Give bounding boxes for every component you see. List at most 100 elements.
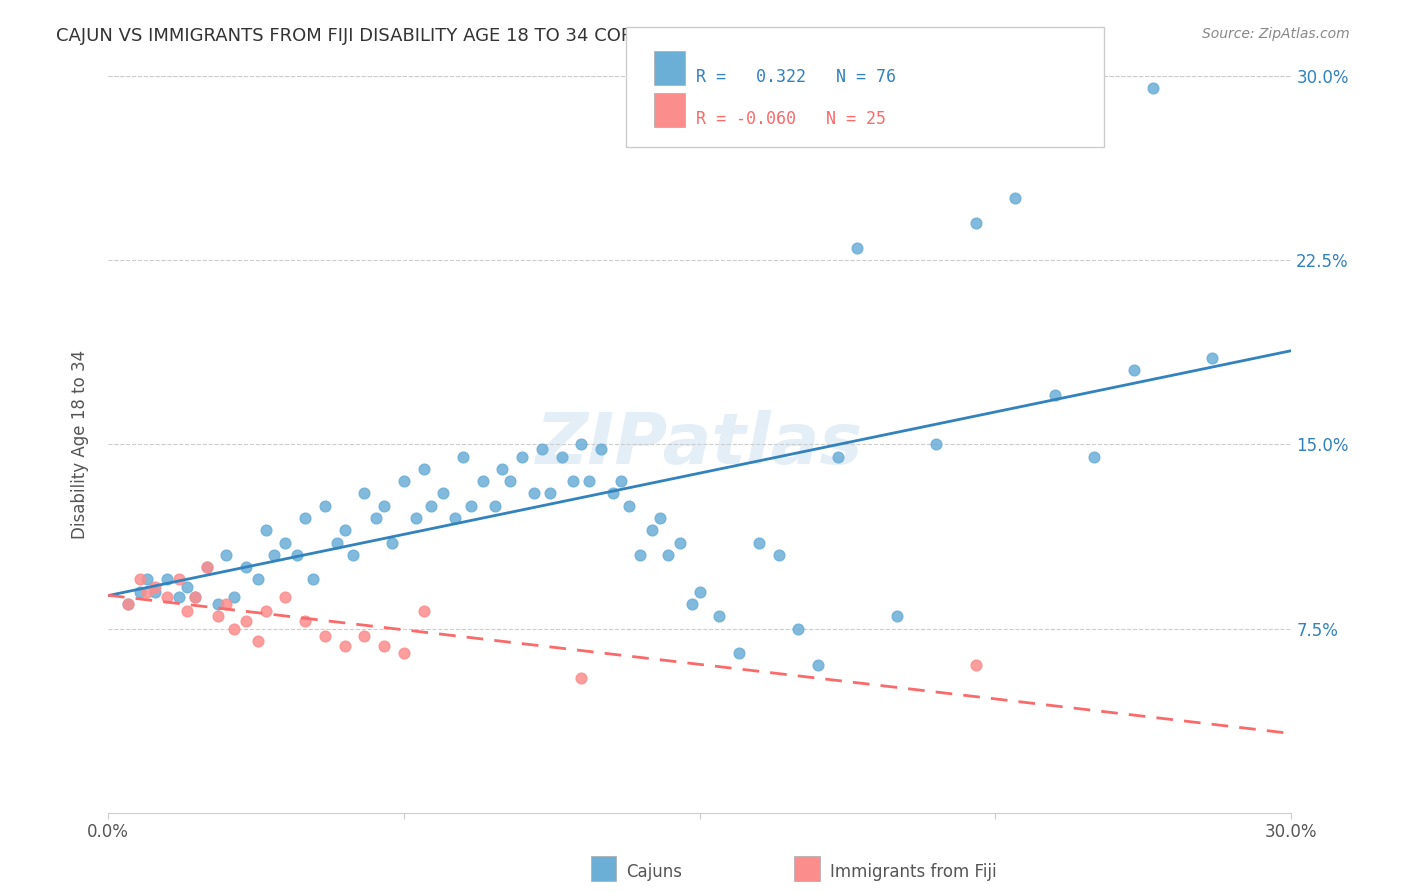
Point (669, 535, 692, 549)
Point (965, 216, 987, 230)
Point (602, 486, 624, 500)
Point (156, 590, 179, 604)
Point (235, 560, 257, 574)
Point (215, 548, 238, 562)
Point (302, 573, 325, 587)
Point (207, 609, 229, 624)
Point (538, 486, 561, 500)
Text: R = -0.060   N = 25: R = -0.060 N = 25 (696, 110, 886, 128)
Point (136, 584, 159, 599)
Point (432, 486, 454, 500)
Point (143, 584, 166, 599)
Point (254, 523, 277, 537)
Point (353, 486, 375, 500)
Point (1122, 363, 1144, 377)
Point (523, 486, 546, 500)
Text: ZIPatlas: ZIPatlas (536, 409, 863, 479)
Point (681, 597, 703, 611)
Point (499, 474, 522, 488)
Point (451, 450, 474, 464)
Point (333, 523, 356, 537)
Point (617, 499, 640, 513)
Point (768, 548, 790, 562)
Point (143, 580, 166, 594)
Point (569, 671, 592, 685)
Point (285, 548, 308, 562)
Point (156, 573, 179, 587)
Point (412, 462, 434, 476)
Point (128, 573, 150, 587)
Point (195, 560, 218, 574)
Point (136, 573, 159, 587)
Point (392, 474, 415, 488)
Point (117, 597, 139, 611)
Point (405, 511, 427, 525)
Point (578, 474, 600, 488)
Point (167, 573, 190, 587)
Point (294, 614, 316, 628)
Point (827, 450, 849, 464)
Point (444, 511, 467, 525)
Point (246, 573, 269, 587)
Point (224, 590, 246, 604)
Point (728, 646, 751, 660)
Point (117, 597, 139, 611)
Point (550, 450, 572, 464)
Text: Cajuns: Cajuns (626, 863, 682, 881)
Point (373, 639, 395, 653)
Point (807, 658, 830, 673)
Point (314, 499, 336, 513)
Point (333, 639, 356, 653)
Point (167, 590, 190, 604)
Point (965, 658, 987, 673)
Text: CAJUN VS IMMIGRANTS FROM FIJI DISABILITY AGE 18 TO 34 CORRELATION CHART: CAJUN VS IMMIGRANTS FROM FIJI DISABILITY… (56, 27, 789, 45)
Point (184, 590, 207, 604)
Point (215, 597, 238, 611)
Point (630, 548, 652, 562)
Point (246, 633, 269, 648)
Point (925, 437, 948, 451)
Point (254, 604, 277, 618)
Point (657, 548, 679, 562)
Point (709, 609, 731, 624)
Point (195, 560, 218, 574)
Point (176, 580, 198, 594)
Point (314, 629, 336, 643)
Point (589, 442, 612, 457)
Point (412, 604, 434, 618)
Point (274, 590, 297, 604)
Point (1201, 351, 1223, 366)
Point (224, 622, 246, 636)
Point (326, 535, 349, 549)
Point (353, 629, 375, 643)
Text: R =   0.322   N = 76: R = 0.322 N = 76 (696, 68, 896, 86)
Point (610, 474, 633, 488)
Point (207, 597, 229, 611)
Point (176, 604, 198, 618)
Point (274, 535, 297, 549)
Point (1142, 80, 1164, 95)
Point (1043, 388, 1066, 402)
Point (128, 584, 150, 599)
Point (569, 437, 592, 451)
Point (562, 474, 585, 488)
Point (886, 609, 908, 624)
Point (235, 614, 257, 628)
Point (381, 535, 404, 549)
Point (650, 511, 672, 525)
Point (641, 523, 664, 537)
Point (342, 548, 364, 562)
Point (484, 499, 506, 513)
Y-axis label: Disability Age 18 to 34: Disability Age 18 to 34 (72, 350, 89, 539)
Point (392, 646, 415, 660)
Point (748, 535, 770, 549)
Point (471, 474, 494, 488)
Point (263, 548, 285, 562)
Point (491, 462, 513, 476)
Text: Immigrants from Fiji: Immigrants from Fiji (830, 863, 997, 881)
Text: Source: ZipAtlas.com: Source: ZipAtlas.com (1202, 27, 1350, 41)
Point (1083, 450, 1105, 464)
Point (184, 590, 207, 604)
Point (689, 584, 711, 599)
Point (373, 499, 395, 513)
